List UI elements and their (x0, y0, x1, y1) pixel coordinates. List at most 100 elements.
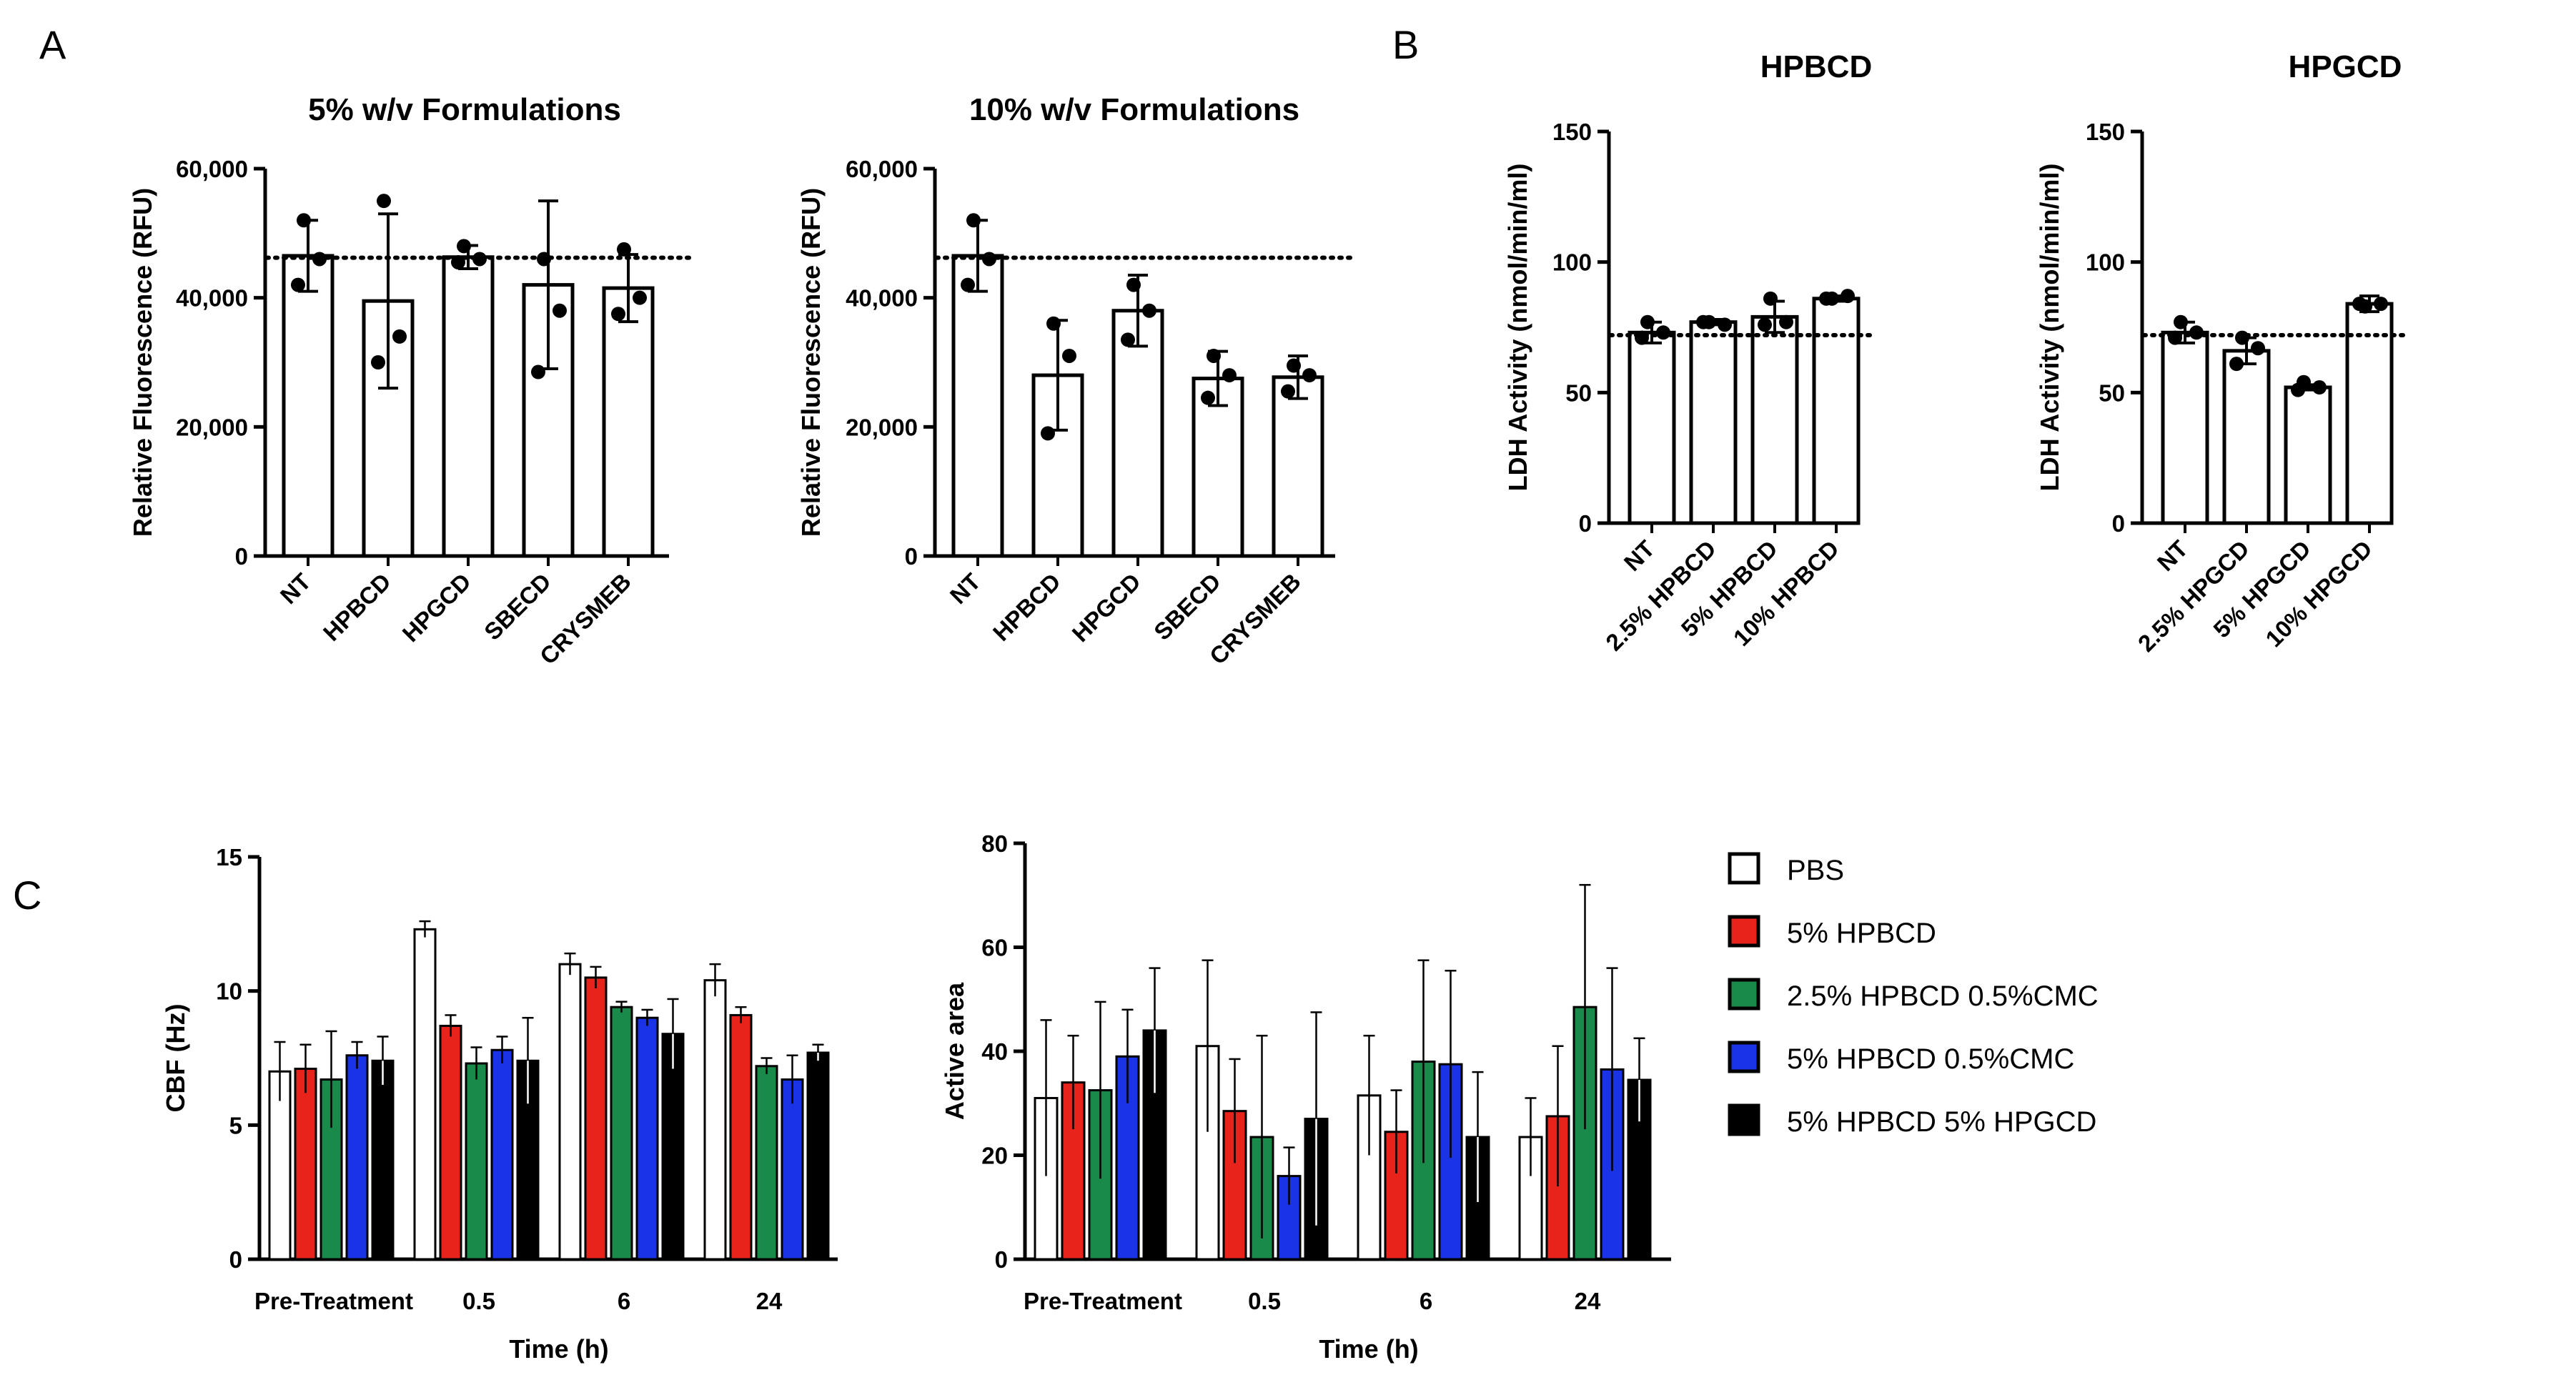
y-axis-label: LDH Activity (nmol/min/ml) (2035, 164, 2064, 492)
data-point (291, 277, 305, 292)
legend-label-4: 5% HPBCD 0.5%CMC (1787, 1043, 2074, 1075)
chart-ldh-hpbcd: 0 50 100 150 LDH Activity (nmol/min/ml) HPBCD… (1503, 49, 1878, 656)
bar-hpgcd (442, 255, 495, 558)
data-point (961, 277, 975, 292)
data-point (1696, 314, 1710, 329)
x-tick-label: HPGCD (1067, 568, 1146, 647)
data-point (2168, 330, 2182, 345)
data-point (1201, 390, 1215, 405)
data-point (1758, 317, 1772, 332)
panel-label-b: B (1392, 22, 1419, 67)
x-tick-label: 24 (756, 1288, 783, 1314)
y-tick-label: 100 (2086, 249, 2125, 276)
bar-2-5-hpbcd-0-5-cmc (610, 1006, 633, 1261)
data-point (2312, 380, 2327, 395)
x-tick-label: 10% HPGCD (2260, 535, 2377, 652)
bar-5-hpbcd (729, 1013, 753, 1261)
y-tick-label: 50 (1565, 379, 1592, 406)
bar-5-hpbcd (584, 976, 608, 1261)
x-tick-label: 6 (618, 1288, 630, 1314)
data-point (1062, 348, 1076, 363)
legend-swatch-2 (1728, 915, 1760, 948)
data-point (1635, 330, 1649, 345)
bar-nt (951, 254, 1004, 558)
bar-5-hpbcd-5-hpgcd (371, 1059, 395, 1261)
y-axis-label: Relative Fluorescence (RFU) (128, 188, 157, 537)
data-point (1046, 316, 1061, 331)
y-tick-label: 150 (1552, 119, 1592, 145)
chart-title: HPGCD (2289, 49, 2402, 84)
y-tick-label: 20,000 (176, 414, 248, 440)
y-tick-label: 100 (1552, 249, 1592, 276)
data-point (392, 329, 407, 344)
legend-label-2: 5% HPBCD (1787, 918, 1936, 949)
bar-nt (1628, 330, 1676, 525)
data-point (1819, 291, 1833, 306)
data-point (617, 242, 631, 257)
bar-crysmeb (1272, 375, 1324, 558)
bar-2-5-hpbcd-0-5-cmc (465, 1062, 488, 1261)
x-tick-label: NT (2152, 535, 2193, 576)
data-point (633, 290, 647, 305)
bar-pbs (703, 979, 727, 1261)
bar-pbs (413, 928, 437, 1261)
legend-label-5: 5% HPBCD 5% HPGCD (1787, 1106, 2096, 1138)
data-point (966, 213, 981, 228)
x-tick-label: 0.5 (1248, 1288, 1281, 1314)
data-point (2374, 297, 2388, 312)
chart-ldh-hpgcd: 0 50 100 150 LDH Activity (nmol/min/ml) HPGCD… (2035, 49, 2411, 657)
data-point (1126, 277, 1141, 292)
panel-label-c: C (13, 873, 41, 918)
y-tick-label: 20 (981, 1143, 1008, 1169)
data-point (1656, 325, 1670, 340)
legend-label-1: PBS (1787, 855, 1844, 886)
y-tick-label: 60 (981, 935, 1008, 961)
x-axis-label: Time (h) (509, 1334, 608, 1364)
x-tick-label: HPBCD (988, 568, 1066, 646)
bar-5-hpbcd-0-5-cmc (345, 1054, 369, 1261)
y-tick-label: 0 (229, 1246, 242, 1273)
data-point (1222, 368, 1237, 383)
bar-5-hpbcd (1750, 314, 1799, 525)
data-point (1763, 291, 1778, 306)
bar-pbs (268, 1070, 292, 1261)
legend-swatch-4 (1728, 1041, 1760, 1073)
x-tick-label: NT (275, 568, 316, 609)
y-tick-label: 0 (905, 543, 918, 570)
data-point (1841, 289, 1855, 304)
x-tick-label: HPGCD (397, 568, 476, 647)
data-point (1779, 314, 1793, 329)
y-tick-label: 10 (216, 978, 242, 1005)
data-point (1302, 368, 1317, 383)
y-tick-label: 50 (2099, 379, 2125, 406)
x-tick-label: HPBCD (318, 568, 396, 646)
bar-pbs (1518, 1136, 1543, 1261)
bar-5-hpbcd-0-5-cmc (635, 1016, 659, 1261)
legend-swatch-3 (1728, 978, 1760, 1011)
y-tick-label: 40,000 (176, 285, 248, 312)
data-point (2235, 330, 2249, 345)
data-point (553, 303, 567, 318)
data-point (531, 364, 545, 379)
data-point (2229, 357, 2244, 372)
y-axis-label: CBF (Hz) (161, 1004, 190, 1113)
y-tick-label: 0 (2112, 510, 2125, 537)
x-tick-label: Pre-Treatment (1024, 1288, 1182, 1314)
y-axis-label: LDH Activity (nmol/min/ml) (1503, 164, 1532, 492)
legend-swatch-1 (1728, 852, 1760, 885)
y-tick-label: 80 (981, 830, 1008, 857)
y-tick-label: 0 (235, 543, 248, 570)
y-axis-label: Active area (940, 982, 969, 1120)
data-point (297, 213, 311, 228)
chart-active-area: 0 20 40 60 80 Active area Pre-Treatment 0.5 6 24 T… (940, 830, 1671, 1364)
y-tick-label: 150 (2086, 119, 2125, 145)
data-point (1142, 303, 1156, 318)
x-tick-label: 6 (1420, 1288, 1432, 1314)
y-tick-label: 5 (229, 1112, 242, 1138)
data-point (1041, 426, 1055, 441)
bar-5-hpbcd-0-5-cmc (781, 1078, 804, 1261)
data-point (1207, 348, 1221, 363)
data-point (2174, 314, 2188, 329)
bar-5-hpbcd (439, 1024, 462, 1261)
x-tick-label: Pre-Treatment (254, 1288, 413, 1314)
